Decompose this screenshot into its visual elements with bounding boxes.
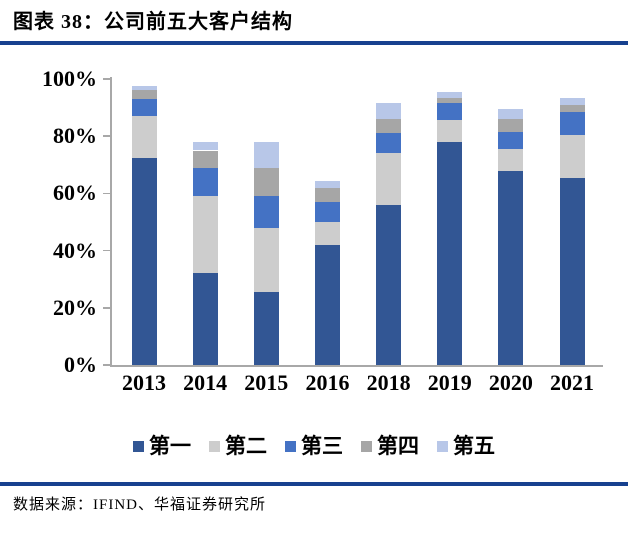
bar-segment	[498, 149, 524, 171]
bar-segment	[498, 119, 524, 132]
legend-swatch	[133, 440, 144, 452]
legend-swatch	[285, 440, 296, 452]
bar-segment	[376, 133, 402, 154]
legend-item: 第五	[437, 434, 495, 458]
bar-segment	[376, 153, 402, 205]
bar-segment	[437, 141, 463, 365]
legend-swatch	[209, 440, 220, 452]
title-rule	[0, 41, 628, 45]
bar-segment	[192, 167, 218, 197]
bar-segment	[131, 90, 157, 100]
legend-swatch	[361, 440, 372, 452]
y-axis-label: 100%	[42, 66, 97, 91]
bar-segment	[192, 141, 218, 151]
legend-label: 第四	[377, 434, 419, 458]
stacked-bar-chart: 0% 20% 40% 60% 80% 100% 2013 2014 2015 2016 2018 2…	[0, 66, 628, 458]
bar-segment	[192, 150, 218, 168]
bar-segment	[559, 177, 585, 365]
y-axis-label: 80%	[53, 123, 97, 149]
bar-segment	[376, 103, 402, 120]
bar-segment	[253, 141, 279, 168]
y-axis-tick	[103, 249, 110, 252]
bar-segment	[314, 180, 340, 188]
bar-segment	[437, 97, 463, 104]
bar-segment	[314, 187, 340, 202]
x-axis-label: 2021	[550, 370, 595, 395]
bar-segment	[253, 196, 279, 228]
bar-segment	[314, 244, 340, 365]
bar-segment	[253, 292, 279, 365]
x-axis-label: 2013	[122, 370, 166, 395]
y-axis-tick	[103, 78, 110, 80]
figure-title: 图表 38：公司前五大客户结构	[13, 11, 293, 33]
bar-segment	[376, 204, 402, 365]
legend-item: 第四	[361, 434, 419, 458]
legend-label: 第二	[225, 434, 267, 458]
y-axis-tick	[103, 307, 110, 309]
bar-segment	[131, 86, 157, 91]
y-axis-label: 20%	[53, 294, 97, 320]
legend-item: 第二	[209, 434, 267, 458]
bar-segment	[192, 196, 218, 274]
x-axis-label: 2014	[183, 370, 228, 395]
footer-rule	[0, 482, 628, 486]
bar-segment	[314, 201, 340, 222]
bar-segment	[253, 167, 279, 197]
x-axis-label: 2020	[488, 370, 533, 395]
bar-segment	[498, 131, 524, 150]
y-axis-tick	[103, 192, 110, 195]
x-axis-line	[110, 365, 603, 367]
y-axis-tick	[103, 364, 110, 366]
legend-item: 第三	[285, 434, 343, 458]
y-axis-label: 40%	[53, 237, 97, 263]
bar-segment	[498, 170, 524, 365]
bar-segment	[131, 116, 157, 158]
bar-segment	[559, 97, 585, 105]
x-axis-label: 2016	[305, 370, 350, 395]
bar-segment	[314, 222, 340, 245]
y-axis-line	[110, 77, 112, 367]
data-source: 数据来源：IFIND、华福证券研究所	[13, 497, 266, 513]
bar-segment	[498, 109, 524, 120]
legend-label: 第三	[301, 434, 343, 458]
bar-segment	[559, 134, 585, 178]
bar-segment	[131, 157, 157, 365]
bar-segment	[437, 91, 463, 98]
bar-segment	[131, 99, 157, 117]
bar-segment	[437, 120, 463, 142]
y-axis-tick	[103, 135, 110, 137]
bar-segment	[559, 104, 585, 112]
x-axis-label: 2015	[244, 370, 289, 395]
legend-label: 第一	[149, 434, 191, 458]
bar-segment	[192, 273, 218, 365]
bar-segment	[253, 227, 279, 293]
y-axis-label: 60%	[53, 180, 97, 206]
x-axis-label: 2018	[366, 370, 411, 395]
x-axis-label: 2019	[427, 370, 472, 395]
chart-legend: 第一 第二 第三 第四 第五	[0, 434, 628, 458]
legend-label: 第五	[453, 434, 495, 458]
bar-segment	[437, 103, 463, 121]
legend-swatch	[437, 440, 448, 452]
legend-item: 第一	[133, 434, 191, 458]
bar-segment	[376, 119, 402, 134]
y-axis-label: 0%	[64, 352, 97, 377]
bar-segment	[559, 111, 585, 135]
